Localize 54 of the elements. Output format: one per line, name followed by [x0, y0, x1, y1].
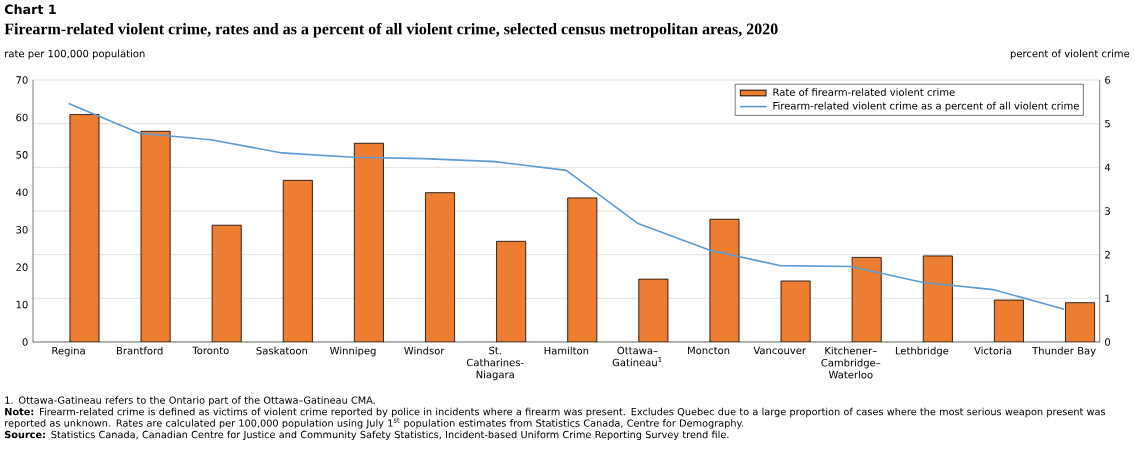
- bar: [1065, 302, 1096, 342]
- text: 1. Ottawa-Gatineau refers to the Ontario part of the Ottawa–Gatineau CMA.: [5, 396, 375, 406]
- legend-label: Firearm-related violent crime as a percent of all violent crime: [773, 101, 1079, 112]
- y2-tick-label: 3: [1105, 207, 1110, 215]
- bar: [567, 197, 598, 342]
- bar: [425, 192, 456, 342]
- bar: [922, 255, 953, 342]
- x-tick-label: Ottawa–Gatineau$^{1}$: [612, 346, 662, 367]
- y2-tick-label: 1: [1105, 294, 1110, 302]
- y-tick-label: 70: [16, 76, 28, 84]
- bar: [638, 278, 669, 342]
- bar: [993, 299, 1024, 342]
- y-tick-label: 30: [16, 225, 28, 234]
- x-tick-label: Vancouver: [753, 346, 807, 355]
- x-tick-label: Regina: [52, 346, 85, 357]
- x-tick-label: Winnipeg: [329, 346, 376, 357]
- y2-tick-label: 2: [1105, 250, 1110, 259]
- x-tick-label: Windsor: [404, 346, 445, 355]
- bar: [140, 130, 171, 342]
- y-axis-title: rate per 100,000 population: [5, 49, 145, 60]
- bar: [282, 179, 313, 342]
- y-tick-label: 0: [22, 338, 28, 346]
- x-tick-label: Brantford: [117, 346, 163, 355]
- x-tick-label: Saskatoon: [256, 346, 308, 355]
- y2-tick-label: 0: [1105, 338, 1111, 346]
- y-tick-label: 20: [16, 263, 28, 271]
- bar: [211, 224, 242, 342]
- x-tick-label: Kitchener–Cambridge–Waterloo: [821, 346, 881, 379]
- y-tick-label: 40: [16, 188, 28, 197]
- chart-title: Chart 1: [4, 4, 56, 15]
- x-tick-label: Hamilton: [544, 346, 589, 355]
- x-tick-label: Victoria: [974, 346, 1012, 355]
- x-tick-label: Lethbridge: [895, 346, 949, 357]
- y-tick-label: 10: [16, 300, 28, 309]
- x-tick-label: Moncton: [688, 346, 730, 355]
- legend-label: Rate of firearm-related violent crime: [773, 88, 955, 96]
- bar: [851, 257, 882, 342]
- bar: [709, 218, 740, 342]
- text: Source: Statistics Canada, Canadian Centre for Justice and Community Safety Statistics, Incident-based Uniform Crime Reporting Survey trend file.: [4, 430, 729, 441]
- y2-tick-label: 4: [1104, 163, 1111, 171]
- x-tick-label: St. Catharines-Niagara: [466, 346, 524, 381]
- y2-tick-label: 5: [1105, 119, 1110, 128]
- y-tick-label: 50: [16, 151, 28, 159]
- chart-subtitle: Firearm-related violent crime, rates and as a percent of all violent crime, selected census metropolitan areas, 2020: [4, 22, 778, 38]
- x-tick-label: Toronto: [192, 346, 229, 355]
- y2-tick-label: 6: [1105, 76, 1111, 84]
- text: Note: Firearm-related crime is defined as victims of violent crime reported by police in incidents where a firearm was present. Excludes Quebec due to a large proportion of cases where the most serious weapon present was reported as unknown. Rates are calculated per 100,000 population using July 1$^{st}$ population estimates from Statistics Canada, Centre for Demography.: [5, 407, 1106, 429]
- y-tick-label: 60: [16, 113, 28, 122]
- x-tick-label: Thunder Bay: [1032, 346, 1096, 357]
- y2-axis-title: percent of violent crime: [1010, 49, 1130, 60]
- bar: [353, 142, 384, 342]
- bar: [69, 114, 100, 342]
- bar: [780, 280, 811, 342]
- bar: [496, 240, 527, 342]
